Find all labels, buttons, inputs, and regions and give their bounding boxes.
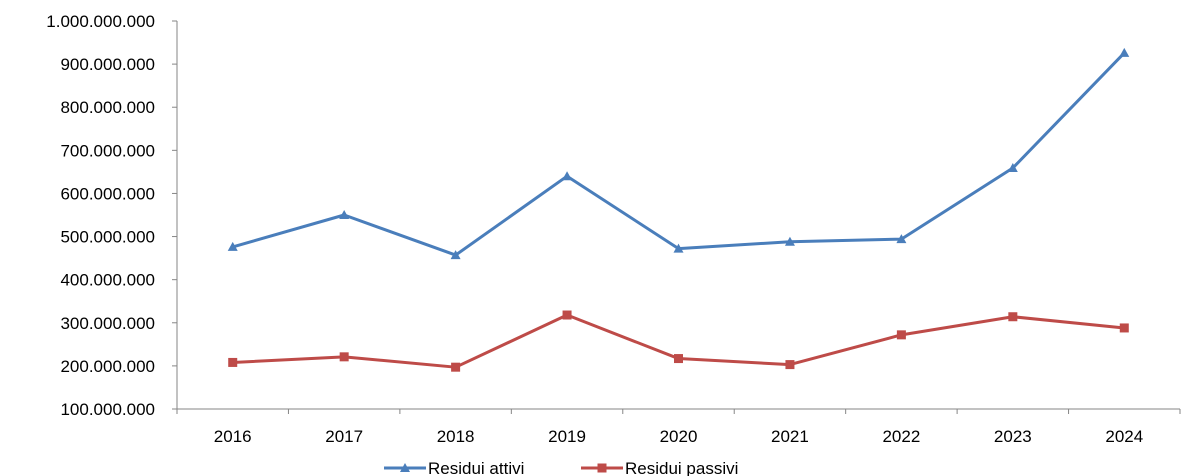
y-tick-label: 300.000.000 [60, 314, 155, 333]
series-group [227, 47, 1130, 372]
x-tick-label: 2022 [882, 427, 920, 446]
y-tick-label: 100.000.000 [60, 400, 155, 419]
x-tick-label: 2024 [1105, 427, 1143, 446]
data-point [228, 357, 238, 367]
data-point [562, 310, 572, 320]
data-point [451, 362, 461, 372]
series-residui-passivi [228, 310, 1129, 372]
x-tick-label: 2017 [325, 427, 363, 446]
data-point [562, 171, 573, 181]
legend-marker [597, 463, 607, 473]
data-point [1007, 163, 1018, 173]
legend-marker [400, 463, 410, 472]
x-tick-label: 2019 [548, 427, 586, 446]
legend-item: Residui attivi [384, 459, 524, 476]
x-tick-label: 2021 [771, 427, 809, 446]
data-point [785, 360, 795, 370]
y-tick-label: 400.000.000 [60, 271, 155, 290]
data-point [450, 250, 461, 260]
y-tick-label: 800.000.000 [60, 98, 155, 117]
y-tick-label: 200.000.000 [60, 357, 155, 376]
legend-item: Residui passivi [581, 459, 738, 476]
x-axis: 2016 2017 2018 2019 2020 2021 2022 2023 2024 [176, 408, 1181, 446]
x-tick-label: 2023 [994, 427, 1032, 446]
legend: Residui attivi Residui passivi [384, 459, 738, 476]
data-point [674, 354, 683, 364]
data-point [339, 352, 349, 362]
data-point [339, 210, 350, 219]
data-point [673, 243, 684, 253]
legend-label: Residui passivi [625, 459, 738, 476]
y-tick-label: 1.000.000.000 [46, 12, 155, 31]
y-tick-label: 700.000.000 [60, 141, 155, 160]
y-tick-label: 500.000.000 [60, 228, 155, 247]
x-tick-label: 2018 [437, 427, 475, 446]
x-tick-label: 2016 [214, 427, 252, 446]
y-tick-label: 600.000.000 [60, 184, 155, 203]
data-point [1119, 323, 1129, 333]
data-point [227, 241, 238, 251]
legend-label: Residui attivi [428, 459, 524, 476]
data-point [1008, 312, 1018, 322]
series-line [232, 51, 1126, 257]
data-point [784, 236, 795, 246]
data-point [896, 234, 907, 244]
y-tick-label: 900.000.000 [60, 55, 155, 74]
series-residui-attivi [227, 47, 1130, 260]
data-point [1119, 47, 1130, 57]
x-tick-label: 2020 [660, 427, 698, 446]
y-axis: 100.000.000 200.000.000 300.000.000 400.000… [46, 12, 178, 419]
data-point [896, 330, 906, 340]
